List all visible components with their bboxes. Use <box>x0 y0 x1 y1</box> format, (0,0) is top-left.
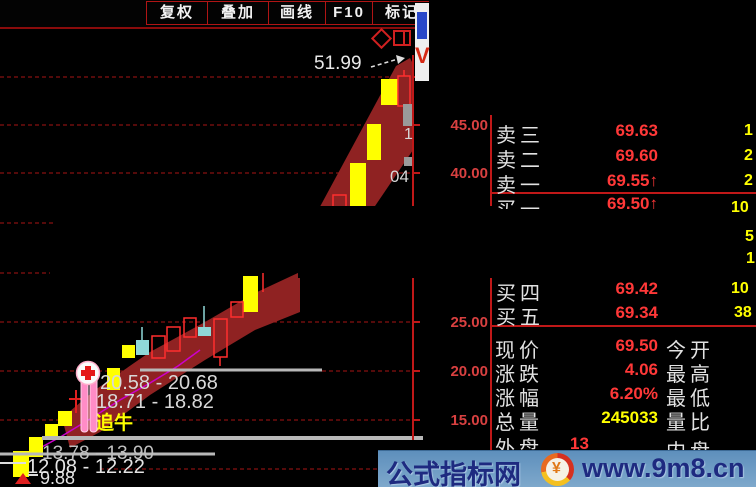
quote-row-buy4-price[interactable]: 69.42 <box>615 279 658 298</box>
panel-divider-sellbuy <box>490 192 756 194</box>
watermark-logo-icon: ¥ <box>541 453 574 486</box>
white-dashes <box>0 462 38 476</box>
quote-row-sell1-volume: 2 <box>744 172 753 189</box>
quote-row-sell1-price[interactable]: 69.55↑ <box>604 171 658 191</box>
axis-fragment-04: 04 <box>390 167 409 186</box>
low-price-label: 9.88 <box>40 468 76 487</box>
quote-row-sell2-price[interactable]: 69.60 <box>615 146 658 165</box>
price-zone-label-2: 18.71 - 18.82 <box>96 391 214 413</box>
quote-row-sell3-price[interactable]: 69.63 <box>615 121 658 140</box>
panel-vertical-divider <box>490 110 492 450</box>
black-cover-topright <box>429 0 756 115</box>
quote-row-sell2-label[interactable]: 卖二 <box>496 150 544 172</box>
hidden-row-volume-2: 1 <box>746 250 755 267</box>
quote-row-buy5-label[interactable]: 买五 <box>496 307 544 329</box>
quote-row-sell3-label[interactable]: 卖三 <box>496 125 544 147</box>
quote-row-buy1-volume: 10 <box>731 199 749 216</box>
peak-price-label: 51.99 <box>314 53 362 74</box>
yellow-candles <box>13 79 398 477</box>
quote-row-buy4-label[interactable]: 买四 <box>496 283 544 305</box>
cyan-candles <box>136 306 211 355</box>
stat-value-change: 4.06 <box>624 360 658 379</box>
axis-label-40: 40.00 <box>450 165 488 182</box>
price-value: 69.50 <box>606 194 650 213</box>
hidden-row-volume-1: 5 <box>745 228 754 245</box>
stat-value-outer: 13 <box>570 434 589 453</box>
middle-trend-band <box>62 272 300 448</box>
stat-label-open: 今开 <box>666 340 714 362</box>
menu-button-drawline[interactable]: 画线 <box>268 1 326 25</box>
panel-divider-stats <box>490 325 756 327</box>
stat-label-vol-ratio: 量比 <box>666 412 714 434</box>
up-arrow-icon: ↑ <box>649 171 659 190</box>
black-cover-panel <box>489 209 741 278</box>
price-value: 69.55 <box>606 171 650 190</box>
axis-label-15: 15.00 <box>450 412 488 429</box>
stat-label-low: 最低 <box>666 388 714 410</box>
quote-row-sell2-volume: 2 <box>744 147 753 164</box>
stat-value-change-pct: 6.20% <box>609 384 658 403</box>
menu-button-f10[interactable]: F10 <box>325 1 373 25</box>
menu-button-restore[interactable]: 复权 <box>146 1 208 25</box>
quote-row-sell3-volume: 1 <box>744 122 753 139</box>
stat-value-price: 69.50 <box>615 336 658 355</box>
watermark-site-name: 公式指标网 <box>386 460 521 487</box>
axis-fragment-1: 1 <box>404 126 413 143</box>
quote-row-buy1-price[interactable]: 69.50↑ <box>604 194 658 214</box>
logo-v-glyph: V <box>415 43 430 68</box>
split-window-icon[interactable] <box>393 30 411 46</box>
logo-blue-block <box>417 12 427 39</box>
level-lines <box>0 368 423 456</box>
price-zone-label-1: 20.58 - 20.68 <box>100 372 218 394</box>
quote-row-sell1-label[interactable]: 卖一 <box>496 175 544 197</box>
up-arrow-icon: ↑ <box>649 194 659 213</box>
zhuiniu-marker-icon <box>75 360 101 433</box>
axis-label-45: 45.00 <box>450 117 488 134</box>
quote-row-buy5-volume: 38 <box>734 304 752 321</box>
gray-blocks <box>403 104 412 166</box>
quote-row-buy5-price[interactable]: 69.34 <box>615 303 658 322</box>
axis-label-25: 25.00 <box>450 314 488 331</box>
stat-label-high: 最高 <box>666 364 714 386</box>
price-zone-label-3: 13.78 - 13.90 <box>42 443 154 464</box>
stat-value-volume: 245033 <box>601 408 658 427</box>
axis-label-20: 20.00 <box>450 363 488 380</box>
watermark-logo-strip: V <box>415 3 430 81</box>
stat-label-change-pct: 涨幅 <box>495 388 543 410</box>
quote-row-buy4-volume: 10 <box>731 280 749 297</box>
black-cover-chart <box>298 206 492 278</box>
buy-signal-triangle <box>15 473 31 484</box>
stat-label-volume: 总量 <box>495 412 543 434</box>
peak-arrow <box>370 55 405 68</box>
zhuiniu-signal-label: 追牛 <box>95 413 134 434</box>
watermark-banner: 公式指标网 ¥ www.9m8.cn <box>378 450 756 487</box>
stat-label-change: 涨跌 <box>495 364 543 386</box>
price-zone-label-4: 12.08 - 12.22 <box>27 456 145 478</box>
watermark-url: www.9m8.cn <box>582 453 745 483</box>
stat-label-price: 现价 <box>495 340 543 362</box>
menu-button-overlay[interactable]: 叠加 <box>207 1 269 25</box>
